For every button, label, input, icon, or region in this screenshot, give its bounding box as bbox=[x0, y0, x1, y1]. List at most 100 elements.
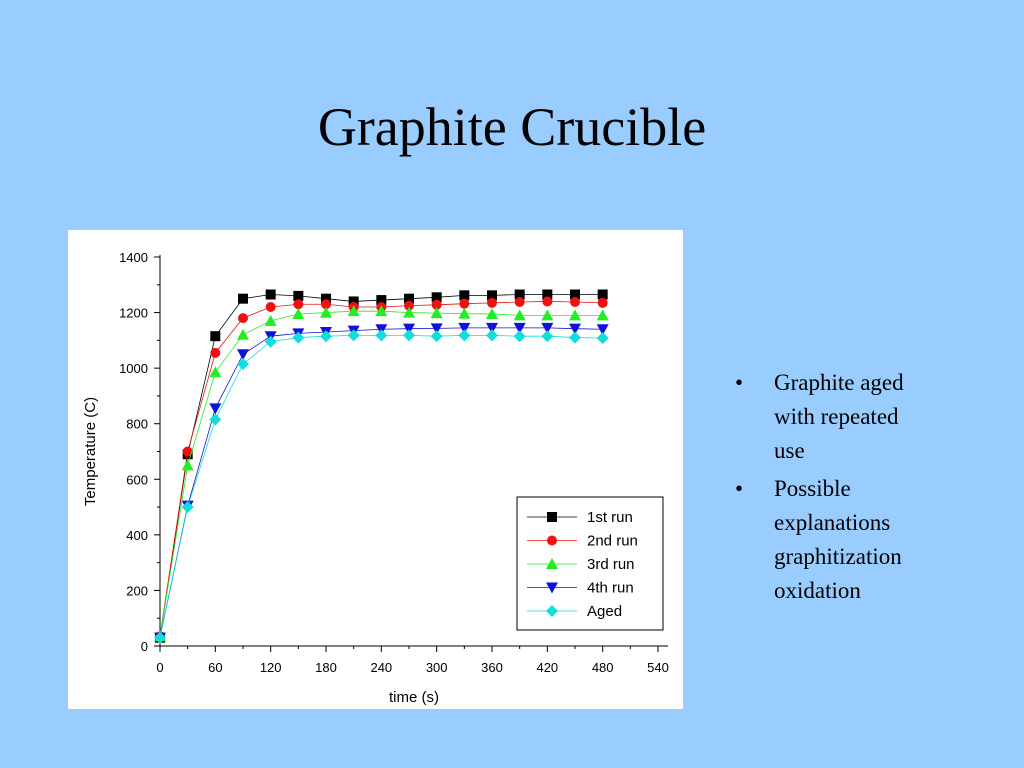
data-point bbox=[403, 306, 415, 318]
data-point bbox=[264, 335, 277, 348]
x-tick-label: 300 bbox=[426, 660, 448, 675]
bullet-marker: • bbox=[735, 370, 744, 395]
data-point bbox=[487, 290, 497, 301]
data-point bbox=[486, 307, 498, 319]
x-tick-label: 360 bbox=[481, 660, 503, 675]
y-tick-label: 0 bbox=[141, 639, 148, 654]
data-point bbox=[514, 297, 525, 308]
legend-label: 1st run bbox=[587, 509, 633, 526]
data-point bbox=[513, 322, 526, 334]
data-point bbox=[487, 297, 497, 308]
data-point bbox=[513, 309, 526, 321]
data-point bbox=[375, 305, 388, 317]
legend-marker bbox=[546, 558, 558, 569]
bullet-line: explanations bbox=[774, 510, 891, 535]
data-point bbox=[404, 300, 414, 311]
data-point bbox=[597, 297, 608, 308]
y-tick-label: 1000 bbox=[119, 361, 148, 376]
data-point bbox=[430, 307, 443, 319]
data-point bbox=[514, 289, 525, 300]
data-point bbox=[597, 289, 608, 300]
data-point bbox=[570, 297, 580, 308]
data-point bbox=[238, 293, 248, 304]
bullet-line: use bbox=[774, 438, 805, 463]
data-point bbox=[292, 307, 305, 319]
data-point bbox=[154, 631, 166, 644]
data-point bbox=[403, 323, 415, 335]
data-point bbox=[292, 331, 305, 344]
data-point bbox=[458, 307, 471, 319]
data-point bbox=[570, 289, 580, 300]
x-tick-label: 0 bbox=[156, 660, 163, 675]
data-point bbox=[237, 349, 249, 361]
bullet-item: • Graphite aged with repeated use bbox=[735, 366, 1015, 468]
data-point bbox=[209, 413, 222, 426]
data-point bbox=[541, 330, 554, 343]
data-point bbox=[320, 330, 332, 343]
data-point bbox=[486, 322, 498, 334]
x-tick-label: 240 bbox=[370, 660, 392, 675]
data-point bbox=[238, 313, 248, 324]
data-point bbox=[348, 296, 359, 307]
bullet-line: Possible bbox=[774, 476, 851, 501]
data-point bbox=[596, 332, 609, 345]
data-point bbox=[431, 292, 442, 303]
y-tick-label: 1200 bbox=[119, 306, 148, 321]
data-point bbox=[182, 446, 193, 457]
data-point bbox=[347, 329, 360, 342]
legend-label: Aged bbox=[587, 603, 622, 620]
legend-label: 4th run bbox=[587, 580, 634, 597]
data-point bbox=[513, 330, 526, 343]
data-point bbox=[293, 290, 304, 301]
data-point bbox=[459, 298, 470, 309]
bullet-line: oxidation bbox=[774, 578, 861, 603]
data-point bbox=[459, 290, 470, 301]
data-point bbox=[347, 305, 360, 317]
chart-panel: 0 60 120 180 240 300 360 420 480 540 0 200 400 600 800… bbox=[68, 230, 683, 709]
data-point bbox=[376, 295, 387, 306]
data-point bbox=[458, 329, 471, 342]
data-point bbox=[321, 299, 331, 310]
bullet-marker: • bbox=[735, 476, 744, 501]
bullet-list: • Graphite aged with repeated use • Possible e… bbox=[735, 366, 1015, 612]
data-point bbox=[237, 328, 249, 340]
legend-marker bbox=[546, 582, 558, 594]
data-point bbox=[265, 289, 276, 300]
data-point bbox=[430, 323, 443, 335]
y-tick-label: 200 bbox=[126, 583, 148, 598]
x-tick-label: 480 bbox=[592, 660, 614, 675]
legend-marker bbox=[546, 605, 558, 617]
x-tick-label: 420 bbox=[536, 660, 558, 675]
data-point bbox=[569, 331, 581, 344]
data-point bbox=[541, 309, 554, 321]
data-point bbox=[403, 329, 415, 342]
bullet-line: Graphite aged bbox=[774, 370, 904, 395]
data-point bbox=[404, 293, 414, 304]
legend-label: 3rd run bbox=[587, 556, 635, 573]
data-point bbox=[181, 501, 194, 514]
bullet-line: graphitization bbox=[774, 544, 902, 569]
bullet-item: • Possible explanations graphitization oxida… bbox=[735, 472, 1015, 608]
data-point bbox=[569, 323, 581, 335]
legend-label: 2nd run bbox=[587, 533, 638, 550]
data-point bbox=[458, 322, 471, 334]
data-point bbox=[596, 324, 609, 336]
y-axis-label: Temperature (C) bbox=[82, 397, 99, 506]
x-tick-label: 60 bbox=[208, 660, 222, 675]
y-tick-label: 1400 bbox=[119, 250, 148, 265]
x-tick-label: 120 bbox=[260, 660, 282, 675]
legend-marker bbox=[547, 512, 557, 522]
data-point bbox=[542, 289, 553, 300]
slide-title: Graphite Crucible bbox=[317, 97, 707, 157]
legend-marker bbox=[547, 535, 557, 546]
data-point bbox=[486, 329, 498, 342]
data-point bbox=[541, 322, 554, 334]
data-point bbox=[542, 296, 553, 307]
data-point bbox=[210, 331, 221, 342]
y-tick-label: 600 bbox=[126, 472, 148, 487]
temperature-chart: 0 60 120 180 240 300 360 420 480 540 0 200 400 600 800… bbox=[82, 250, 669, 706]
x-axis-label: time (s) bbox=[389, 689, 439, 706]
legend-box bbox=[516, 496, 664, 631]
data-point bbox=[596, 309, 609, 321]
y-tick-label: 400 bbox=[126, 528, 148, 543]
